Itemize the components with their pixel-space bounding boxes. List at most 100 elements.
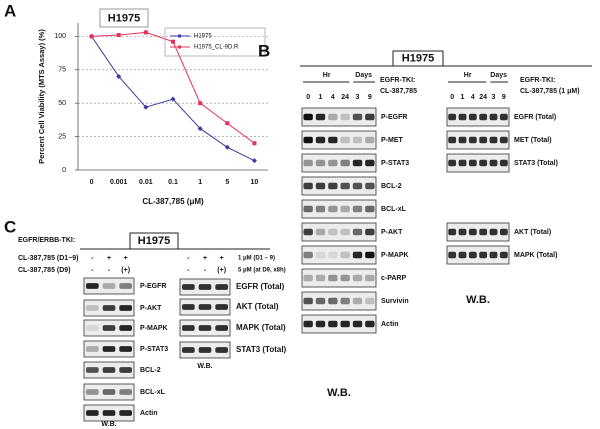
band xyxy=(215,325,228,331)
lane-label: 3 xyxy=(492,94,496,101)
band xyxy=(468,113,477,121)
band xyxy=(499,136,508,144)
wb-label: W.B. xyxy=(101,421,116,428)
band xyxy=(182,325,195,331)
hr-label: Hr xyxy=(464,72,472,79)
x-tick-label: 0.001 xyxy=(110,179,128,186)
row-label: AKT (Total) xyxy=(514,229,551,236)
row-label: STAT3 (Total) xyxy=(236,345,287,354)
band xyxy=(468,136,477,144)
blot xyxy=(446,107,510,127)
panel-title: H1975 xyxy=(402,52,434,64)
y-tick-label: 50 xyxy=(58,100,66,107)
band xyxy=(315,159,326,167)
row-label: P-EGFR xyxy=(140,283,166,290)
blot xyxy=(301,107,377,127)
band xyxy=(315,113,326,121)
band xyxy=(340,159,350,167)
band xyxy=(352,274,363,282)
blot xyxy=(301,291,377,311)
band xyxy=(102,410,116,416)
condition-sign: + xyxy=(124,255,128,262)
band xyxy=(215,304,228,310)
condition-sign: + xyxy=(203,255,207,262)
row-label: P-STAT3 xyxy=(140,346,168,353)
band xyxy=(499,228,508,236)
band xyxy=(489,228,498,236)
band xyxy=(198,325,212,331)
condition-sign: - xyxy=(108,267,111,274)
band xyxy=(315,182,326,190)
point xyxy=(224,144,230,150)
band xyxy=(365,159,375,167)
band xyxy=(303,251,313,259)
row-label: BCL-xL xyxy=(381,206,407,213)
treatment-label: CL-387,785 xyxy=(380,88,417,95)
band xyxy=(340,136,350,144)
blot xyxy=(446,222,510,242)
row-label: Actin xyxy=(140,410,158,417)
x-tick-label: 0.1 xyxy=(168,179,178,186)
legend-label: H1975 xyxy=(194,34,212,40)
band xyxy=(479,136,488,144)
band xyxy=(340,228,350,236)
row-label: P-STAT3 xyxy=(381,160,409,167)
band xyxy=(458,159,467,167)
condition-sign: - xyxy=(204,267,207,274)
row-label: P-AKT xyxy=(381,229,403,236)
band xyxy=(479,251,488,259)
band xyxy=(448,159,457,167)
lane-label: 0 xyxy=(306,94,310,101)
days-label: Days xyxy=(490,72,507,79)
band xyxy=(102,346,116,352)
band xyxy=(328,182,338,190)
legend-marker xyxy=(178,45,181,49)
condition-sign: (+) xyxy=(217,267,226,274)
band xyxy=(352,228,363,236)
condition-label: CL-387,785 (D1~9) xyxy=(18,255,79,262)
legend-label: H1975_CL-9D.R xyxy=(194,45,239,51)
blot xyxy=(83,277,135,295)
row-label: MET (Total) xyxy=(514,137,552,144)
band xyxy=(328,228,338,236)
treatment-label: EGFR/ERBB-TKI: xyxy=(18,237,75,244)
band xyxy=(340,297,350,305)
row-label: BCL-2 xyxy=(381,183,402,190)
band xyxy=(86,346,99,352)
point xyxy=(143,104,149,110)
band xyxy=(479,228,488,236)
band xyxy=(340,320,350,328)
band xyxy=(119,305,132,311)
condition-sign: - xyxy=(91,255,94,262)
band xyxy=(102,325,116,331)
band xyxy=(328,251,338,259)
band xyxy=(315,274,326,282)
panel-title: H1975 xyxy=(138,235,170,247)
band xyxy=(352,297,363,305)
row-label: Survivin xyxy=(381,298,409,305)
x-tick-label: 10 xyxy=(251,179,259,186)
band xyxy=(315,320,326,328)
band xyxy=(119,410,132,416)
band xyxy=(215,284,228,290)
blot xyxy=(301,222,377,242)
band xyxy=(328,136,338,144)
condition-sign: - xyxy=(91,267,94,274)
band xyxy=(448,251,457,259)
wb-label: W.B. xyxy=(197,363,212,370)
point xyxy=(116,33,121,38)
band xyxy=(448,113,457,121)
band xyxy=(489,113,498,121)
hr-label: Hr xyxy=(323,72,331,79)
band xyxy=(365,320,375,328)
band xyxy=(352,159,363,167)
treatment-label: EGFR-TKI: xyxy=(380,77,415,84)
band xyxy=(102,283,116,289)
band xyxy=(102,389,116,395)
row-label: P-MAPK xyxy=(140,325,168,332)
treatment-label: EGFR-TKI: xyxy=(520,77,555,84)
x-tick-label: 1 xyxy=(198,179,202,186)
treatment-label: CL-387,785 (1 μM) xyxy=(520,88,580,95)
row-label: P-MAPK xyxy=(381,252,409,259)
